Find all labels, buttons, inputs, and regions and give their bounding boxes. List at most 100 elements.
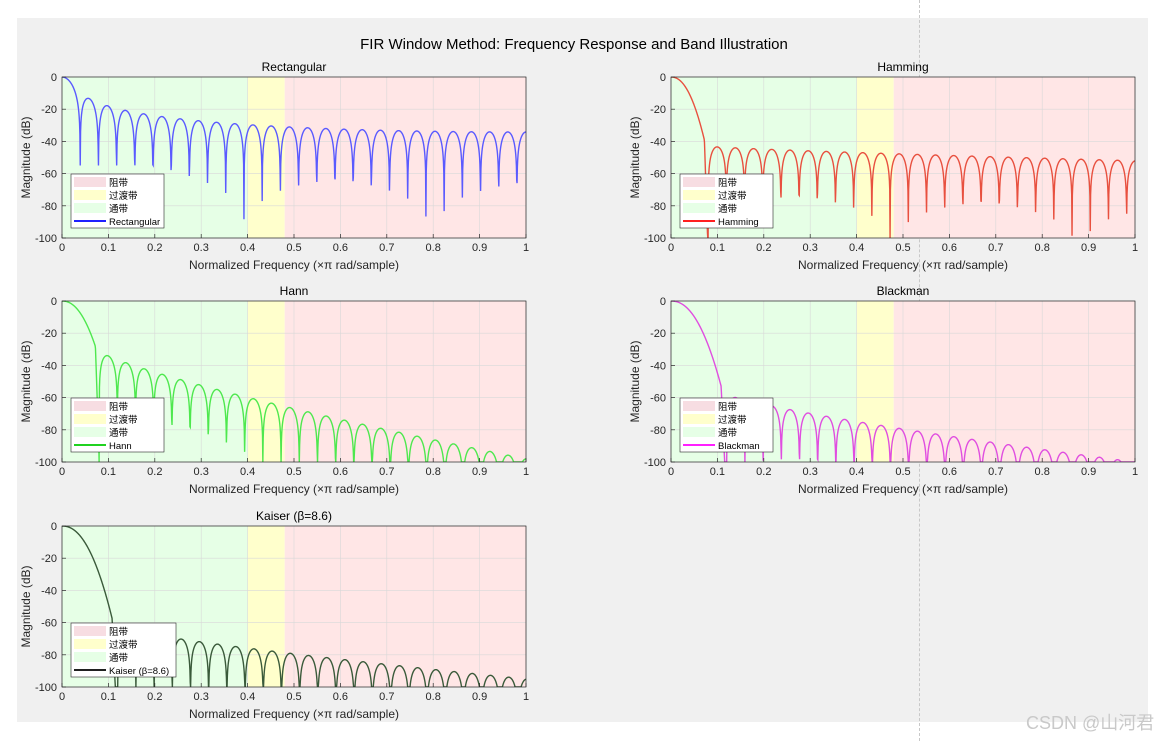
x-tick-label: 0.4 xyxy=(849,242,864,254)
chart-rect: 0 0.1 0.2 0.3 0.4 0.5 0.6 0.7 0.8 0.9 1 0 -20 -40 -60 -… xyxy=(19,60,529,272)
chart-title: Hann xyxy=(280,284,309,298)
x-tick-label: 0.3 xyxy=(194,691,209,703)
x-tick-label: 0.7 xyxy=(379,466,394,478)
chart-title: Hamming xyxy=(877,60,928,74)
legend-swatch xyxy=(683,401,715,411)
x-tick-label: 0.3 xyxy=(803,242,818,254)
y-tick-label: -60 xyxy=(650,393,666,405)
legend-swatch xyxy=(683,203,715,213)
x-tick-label: 0.5 xyxy=(286,691,301,703)
series-line-hann xyxy=(62,301,526,462)
legend-label: Blackman xyxy=(718,441,760,452)
legend-swatch xyxy=(683,177,715,187)
x-tick-label: 0.5 xyxy=(286,466,301,478)
y-tick-label: -40 xyxy=(41,136,57,148)
y-tick-label: -40 xyxy=(41,360,57,372)
legend-label: 过渡带 xyxy=(109,414,138,426)
x-tick-label: 0.1 xyxy=(101,242,116,254)
x-tick-label: 0.9 xyxy=(472,691,487,703)
x-tick-label: 1 xyxy=(523,691,529,703)
legend-label: 通带 xyxy=(109,428,129,439)
band-stopband xyxy=(284,526,526,687)
y-tick-label: -40 xyxy=(650,360,666,372)
x-tick-label: 1 xyxy=(523,466,529,478)
x-axis-label: Normalized Frequency (×π rad/sample) xyxy=(798,482,1008,496)
y-tick-label: 0 xyxy=(51,521,57,533)
legend-swatch xyxy=(74,203,106,213)
legend-label: 阻带 xyxy=(109,402,129,413)
x-tick-label: 0.8 xyxy=(1035,242,1050,254)
legend-label: 通带 xyxy=(109,204,129,215)
x-tick-label: 0.6 xyxy=(333,242,348,254)
x-tick-label: 0.6 xyxy=(942,466,957,478)
y-tick-label: -60 xyxy=(41,618,57,630)
y-axis-label: Magnitude (dB) xyxy=(19,565,33,647)
x-tick-label: 0.3 xyxy=(194,466,209,478)
chart-title: Blackman xyxy=(877,284,930,298)
y-tick-label: -40 xyxy=(41,585,57,597)
x-tick-label: 0.9 xyxy=(472,466,487,478)
x-tick-label: 0.7 xyxy=(988,242,1003,254)
y-tick-label: 0 xyxy=(51,72,57,84)
y-tick-label: -60 xyxy=(41,169,57,181)
x-tick-label: 0.5 xyxy=(286,242,301,254)
x-tick-label: 0.2 xyxy=(147,242,162,254)
legend-label: 过渡带 xyxy=(718,414,747,426)
band-transition xyxy=(856,77,894,238)
legend-label: 阻带 xyxy=(718,178,738,189)
band-transition xyxy=(247,301,285,462)
x-tick-label: 0 xyxy=(59,242,65,254)
x-tick-label: 0.8 xyxy=(426,466,441,478)
x-tick-label: 0 xyxy=(59,466,65,478)
x-tick-label: 0.1 xyxy=(101,691,116,703)
x-tick-label: 0.6 xyxy=(333,691,348,703)
x-axis-label: Normalized Frequency (×π rad/sample) xyxy=(189,258,399,272)
x-axis-label: Normalized Frequency (×π rad/sample) xyxy=(189,482,399,496)
y-tick-label: -60 xyxy=(650,169,666,181)
y-tick-label: -20 xyxy=(650,104,666,116)
legend-swatch xyxy=(74,190,106,200)
x-axis-label: Normalized Frequency (×π rad/sample) xyxy=(798,258,1008,272)
legend-swatch xyxy=(74,177,106,187)
legend-swatch xyxy=(74,626,106,636)
legend-label: 通带 xyxy=(718,428,738,439)
x-tick-label: 0.1 xyxy=(710,466,725,478)
x-tick-label: 0 xyxy=(668,466,674,478)
x-tick-label: 1 xyxy=(1132,466,1138,478)
y-tick-label: -80 xyxy=(650,201,666,213)
legend-label: 阻带 xyxy=(109,627,129,638)
y-tick-label: -80 xyxy=(650,425,666,437)
legend-label: Kaiser (β=8.6) xyxy=(109,666,169,677)
legend-swatch xyxy=(74,414,106,424)
x-tick-label: 0.2 xyxy=(147,466,162,478)
y-tick-label: -40 xyxy=(650,136,666,148)
y-tick-label: 0 xyxy=(660,296,666,308)
y-tick-label: -20 xyxy=(41,553,57,565)
x-tick-label: 0.9 xyxy=(472,242,487,254)
y-tick-label: -20 xyxy=(41,104,57,116)
chart-title: Rectangular xyxy=(262,60,327,74)
x-tick-label: 0.2 xyxy=(756,242,771,254)
series-line-rect xyxy=(62,77,526,220)
y-tick-label: 0 xyxy=(51,296,57,308)
legend-label: Hann xyxy=(109,441,132,452)
band-transition xyxy=(247,77,285,238)
y-axis-label: Magnitude (dB) xyxy=(628,116,642,198)
y-tick-label: -100 xyxy=(35,457,57,469)
y-axis-label: Magnitude (dB) xyxy=(628,340,642,422)
series-line-hamming xyxy=(671,77,1135,238)
y-tick-label: -80 xyxy=(41,650,57,662)
y-tick-label: -20 xyxy=(41,328,57,340)
legend-label: 过渡带 xyxy=(718,190,747,202)
x-tick-label: 0 xyxy=(59,691,65,703)
x-tick-label: 0.8 xyxy=(1035,466,1050,478)
x-tick-label: 0.2 xyxy=(147,691,162,703)
figure-title: FIR Window Method: Frequency Response an… xyxy=(360,36,788,53)
y-tick-label: 0 xyxy=(660,72,666,84)
watermark: CSDN @山河君 xyxy=(1026,713,1155,733)
legend-label: 通带 xyxy=(718,204,738,215)
legend-swatch xyxy=(683,190,715,200)
